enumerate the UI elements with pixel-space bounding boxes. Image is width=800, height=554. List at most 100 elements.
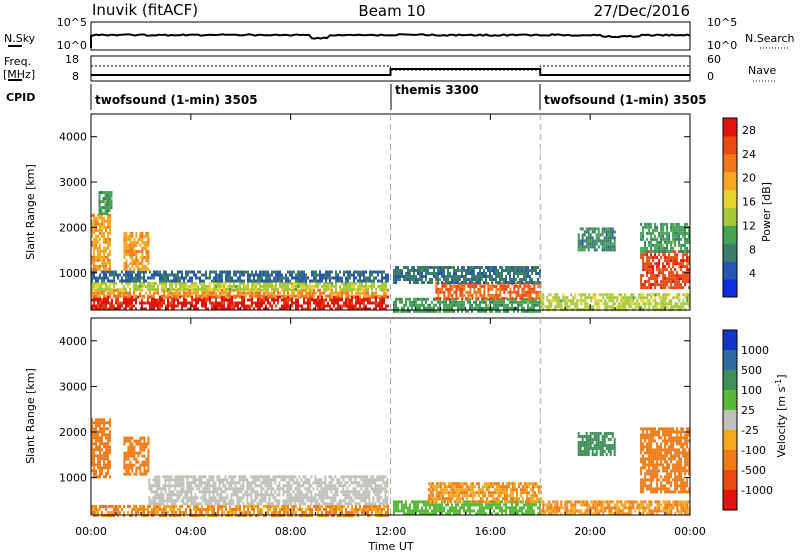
power-cell	[129, 238, 132, 241]
nsearch-label: N.Search	[745, 32, 795, 45]
power-cell	[678, 222, 681, 226]
velocity-cell	[252, 481, 255, 485]
power-cell	[680, 265, 683, 269]
power-cell	[381, 295, 383, 299]
power-colorbar-tick: 4	[749, 267, 756, 280]
power-cell	[585, 245, 588, 249]
power-cell	[473, 278, 475, 281]
velocity-cell	[315, 508, 317, 511]
power-cell	[415, 297, 417, 301]
power-cell	[331, 281, 333, 285]
velocity-cell	[262, 499, 265, 503]
power-cell	[664, 231, 667, 235]
power-cell	[564, 305, 567, 309]
velocity-cell	[265, 505, 267, 508]
velocity-cell	[154, 496, 157, 500]
power-cell	[624, 293, 627, 297]
power-cell	[459, 278, 461, 281]
power-cell	[666, 256, 669, 260]
power-cell	[579, 248, 582, 252]
power-cell	[579, 242, 582, 246]
power-cell	[181, 270, 183, 274]
velocity-cell	[201, 505, 203, 508]
velocity-cell	[180, 490, 183, 494]
power-cell	[175, 273, 177, 277]
velocity-cell	[296, 481, 299, 485]
power-cell	[145, 307, 147, 311]
power-cell	[123, 247, 126, 250]
power-cell	[257, 294, 259, 298]
power-cell	[443, 281, 446, 285]
power-cell	[161, 273, 163, 277]
power-cell	[672, 286, 675, 290]
velocity-cell	[277, 511, 279, 514]
velocity-cell	[113, 505, 115, 508]
power-cell	[654, 249, 657, 253]
velocity-cell	[324, 490, 327, 494]
freq-unit-label: [MHz]	[3, 68, 35, 81]
power-cell	[267, 284, 269, 288]
velocity-cell	[248, 502, 251, 506]
power-cell	[95, 304, 97, 308]
power-cell	[525, 278, 527, 281]
power-cell	[185, 276, 187, 280]
power-cell	[439, 290, 442, 294]
power-cell	[163, 291, 165, 295]
velocity-cell	[162, 484, 165, 488]
power-cell	[509, 266, 511, 269]
power-cell	[495, 293, 498, 297]
velocity-cell	[184, 493, 187, 497]
power-cell	[263, 294, 265, 298]
velocity-cell	[290, 499, 293, 503]
power-cell	[411, 266, 413, 269]
power-cell	[107, 291, 109, 295]
power-cell	[656, 283, 659, 287]
power-cell	[105, 237, 107, 241]
power-cell	[658, 271, 661, 275]
power-cell	[253, 291, 255, 295]
power-cell	[535, 269, 537, 272]
power-cell	[505, 287, 508, 291]
power-cell	[495, 281, 497, 284]
power-cell	[125, 295, 127, 299]
power-cell	[682, 265, 685, 269]
velocity-cell	[160, 493, 163, 497]
velocity-cell	[282, 484, 285, 488]
power-cell	[371, 287, 373, 291]
power-cell	[219, 270, 221, 274]
power-cell	[353, 270, 355, 274]
power-cell	[135, 301, 137, 305]
power-cell	[295, 301, 297, 305]
power-cell	[429, 272, 431, 275]
power-cell	[365, 291, 367, 295]
power-cell	[111, 270, 113, 274]
power-cell	[197, 270, 199, 274]
power-cell	[505, 275, 507, 278]
velocity-cell	[182, 478, 185, 482]
power-cell	[171, 294, 173, 298]
velocity-cell	[198, 487, 201, 491]
power-cell	[505, 309, 507, 313]
velocity-cell	[270, 478, 273, 482]
velocity-cell	[312, 496, 315, 500]
power-cell	[417, 278, 419, 281]
power-cell	[347, 287, 349, 291]
power-cell	[251, 284, 253, 288]
power-cell	[459, 287, 462, 291]
power-cell	[587, 233, 590, 237]
velocity-cell	[375, 511, 377, 514]
power-cell	[103, 307, 105, 311]
velocity-cell	[269, 508, 271, 511]
power-cell	[473, 281, 476, 285]
velocity-cell	[224, 496, 227, 500]
power-cell	[106, 203, 109, 207]
power-cell	[505, 284, 508, 288]
power-cell	[511, 306, 513, 310]
power-cell	[105, 298, 107, 302]
velocity-cell	[300, 493, 303, 497]
power-cell	[640, 280, 643, 284]
velocity-cell	[357, 508, 359, 511]
power-cell	[104, 200, 107, 204]
velocity-cell	[344, 484, 347, 488]
power-cell	[125, 232, 128, 235]
